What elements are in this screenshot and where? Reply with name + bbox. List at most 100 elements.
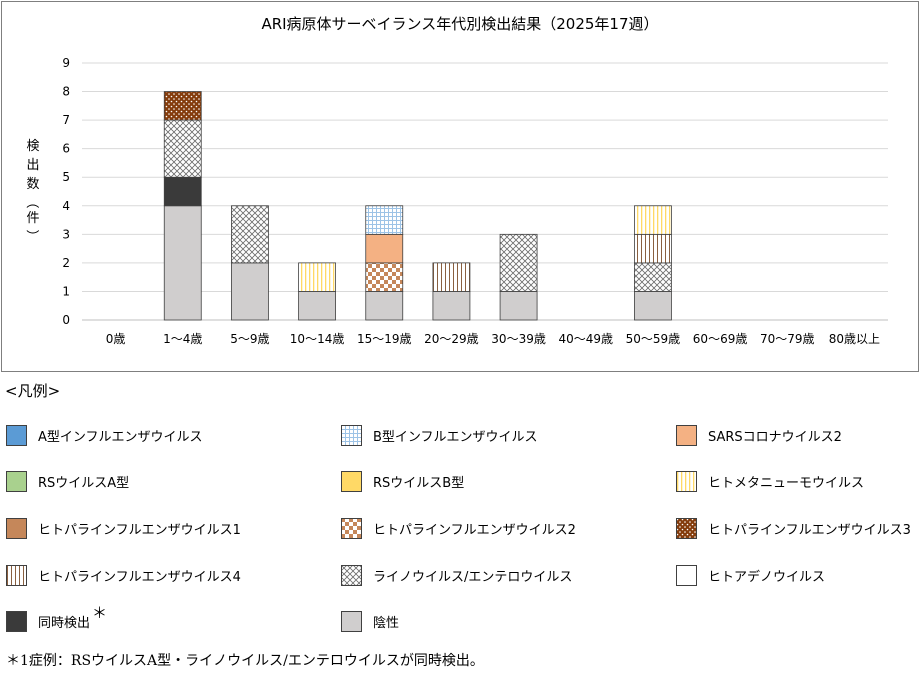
bar-segment-hpiv4 xyxy=(634,233,672,264)
legend-label: ヒトパラインフルエンザウイルス1 xyxy=(38,523,241,538)
x-category-label: 40〜49歳 xyxy=(558,332,613,346)
y-axis-label-char: 件 xyxy=(26,211,39,226)
legend-swatch xyxy=(6,471,27,492)
bar-segment-rhino_entero xyxy=(634,262,672,292)
legend-heading: <凡例> xyxy=(5,382,61,400)
bar-segment-rhino_entero xyxy=(163,119,202,178)
legend-item-rhino_entero: ライノウイルス/エンテロウイルス xyxy=(341,565,572,586)
legend-item-flu_b: B型インフルエンザウイルス xyxy=(341,425,538,446)
y-tick-label: 4 xyxy=(62,199,70,213)
legend-item-hmpv: ヒトメタニューモウイルス xyxy=(676,471,864,492)
legend-swatch xyxy=(341,425,362,446)
legend-item-hpiv2: ヒトパラインフルエンザウイルス2 xyxy=(341,518,576,539)
legend-label: RSウイルスA型 xyxy=(38,476,130,491)
x-category-label: 20〜29歳 xyxy=(424,332,479,346)
bar-segment-hpiv4 xyxy=(432,262,471,292)
x-category-label: 10〜14歳 xyxy=(290,332,345,346)
bars xyxy=(163,91,672,321)
y-axis-label-char: 出 xyxy=(26,158,39,173)
bar-segment-negative xyxy=(231,262,269,321)
legend-item-adeno: ヒトアデノウイルス xyxy=(676,565,825,586)
legend-item-hpiv1: ヒトパラインフルエンザウイルス1 xyxy=(6,518,241,539)
y-tick-label: 8 xyxy=(62,85,70,99)
footnote: ＊1症例：RSウイルスA型・ライノウイルス/エンテロウイルスが同時検出。 xyxy=(6,653,484,669)
x-category-label: 60〜69歳 xyxy=(693,332,748,346)
legend-swatch xyxy=(676,518,697,539)
legend-swatch xyxy=(341,471,362,492)
legend-swatch xyxy=(341,518,362,539)
y-tick-label: 3 xyxy=(62,227,70,241)
legend-label: 同時検出 xyxy=(38,616,91,631)
x-category-label: 5〜9歳 xyxy=(230,332,269,346)
bar-segment-coinfection xyxy=(163,176,202,207)
legend-label: SARSコロナウイルス2 xyxy=(708,430,842,445)
bar-segment-negative xyxy=(365,291,404,321)
legend-label: ヒトパラインフルエンザウイルス2 xyxy=(373,523,576,538)
bar-segment-negative xyxy=(298,291,336,321)
y-axis-label-char: 数 xyxy=(26,177,39,192)
y-tick-label: 1 xyxy=(62,284,70,298)
legend-item-flu_a: A型インフルエンザウイルス xyxy=(6,425,203,446)
legend-label: ヒトパラインフルエンザウイルス4 xyxy=(38,570,241,585)
legend-swatch xyxy=(676,425,697,446)
y-tick-label: 9 xyxy=(62,56,70,70)
y-tick-label: 7 xyxy=(62,113,70,127)
legend-swatch xyxy=(6,425,27,446)
x-axis-categories: 0歳 1〜4歳 5〜9歳 10〜14歳 15〜19歳 20〜29歳 30〜39歳 40〜49歳… xyxy=(106,332,880,346)
y-tick-label: 2 xyxy=(62,256,70,270)
x-category-label: 15〜19歳 xyxy=(357,332,412,346)
legend-swatch xyxy=(6,518,27,539)
chart-title: ARI病原体サーベイランス年代別検出結果（2025年17週） xyxy=(261,15,658,33)
gridlines xyxy=(82,62,888,321)
legend-label: 陰性 xyxy=(373,616,400,631)
bar-segment-sars_cov_2 xyxy=(365,233,404,264)
legend-item-negative: 陰性 xyxy=(341,611,399,632)
legend-label: ヒトメタニューモウイルス xyxy=(708,476,865,491)
legend-swatch xyxy=(676,565,697,586)
x-category-label: 50〜59歳 xyxy=(626,332,681,346)
bar-segment-hpiv2 xyxy=(365,262,404,292)
y-axis-label: 検出数 （ 件 ） xyxy=(24,139,40,243)
bar-segment-negative xyxy=(499,291,538,321)
legend-item-coinfection: 同時検出＊ xyxy=(6,604,107,632)
bar-segment-hmpv xyxy=(634,205,672,235)
y-tick-label: 6 xyxy=(62,142,70,156)
legend-item-hpiv4: ヒトパラインフルエンザウイルス4 xyxy=(6,565,241,586)
x-category-label: 70〜79歳 xyxy=(760,332,815,346)
y-tick-label: 5 xyxy=(62,170,70,184)
bar-segment-rhino_entero xyxy=(231,205,269,264)
x-category-label: 30〜39歳 xyxy=(491,332,546,346)
bar-segment-negative xyxy=(432,291,471,321)
legend-label: A型インフルエンザウイルス xyxy=(38,430,203,445)
bar-segment-negative xyxy=(163,205,202,321)
bar-segment-hmpv xyxy=(298,262,336,292)
legend-item-hpiv3: ヒトパラインフルエンザウイルス3 xyxy=(676,518,911,539)
bar-segment-hpiv3 xyxy=(163,91,202,121)
legend-swatch xyxy=(6,565,27,586)
bar-segment-flu_b xyxy=(365,205,404,235)
y-axis-ticks: 0 1 2 3 4 5 6 7 8 9 xyxy=(62,56,70,327)
legend-item-sars_cov_2: SARSコロナウイルス2 xyxy=(676,425,842,446)
y-axis-label-char: ） xyxy=(24,229,39,242)
y-axis-label-char: 検 xyxy=(26,139,39,154)
x-category-label: 80歳以上 xyxy=(829,332,880,346)
y-axis-label-char: （ xyxy=(24,195,39,208)
legend-label: RSウイルスB型 xyxy=(373,476,465,491)
y-tick-label: 0 xyxy=(62,313,70,327)
legend-swatch xyxy=(676,471,697,492)
x-category-label: 0歳 xyxy=(106,332,126,346)
legend-swatch xyxy=(341,611,362,632)
stacked-bar-chart: ARI病原体サーベイランス年代別検出結果（2025年17週） 0 1 2 3 4 5 6 7 8… xyxy=(24,15,888,346)
bar-segment-negative xyxy=(634,291,672,321)
legend-label: ヒトアデノウイルス xyxy=(708,570,826,585)
legend-label: ライノウイルス/エンテロウイルス xyxy=(373,570,573,585)
legend-item-rsv_b: RSウイルスB型 xyxy=(341,471,464,492)
bar-segment-rhino_entero xyxy=(499,233,538,292)
legend-label: ヒトパラインフルエンザウイルス3 xyxy=(708,523,911,538)
x-category-label: 1〜4歳 xyxy=(163,332,202,346)
legend-item-rsv_a: RSウイルスA型 xyxy=(6,471,129,492)
asterisk-mark: ＊ xyxy=(92,604,108,622)
legend-swatch xyxy=(341,565,362,586)
legend-swatch xyxy=(6,611,27,632)
legend-label: B型インフルエンザウイルス xyxy=(373,430,538,445)
